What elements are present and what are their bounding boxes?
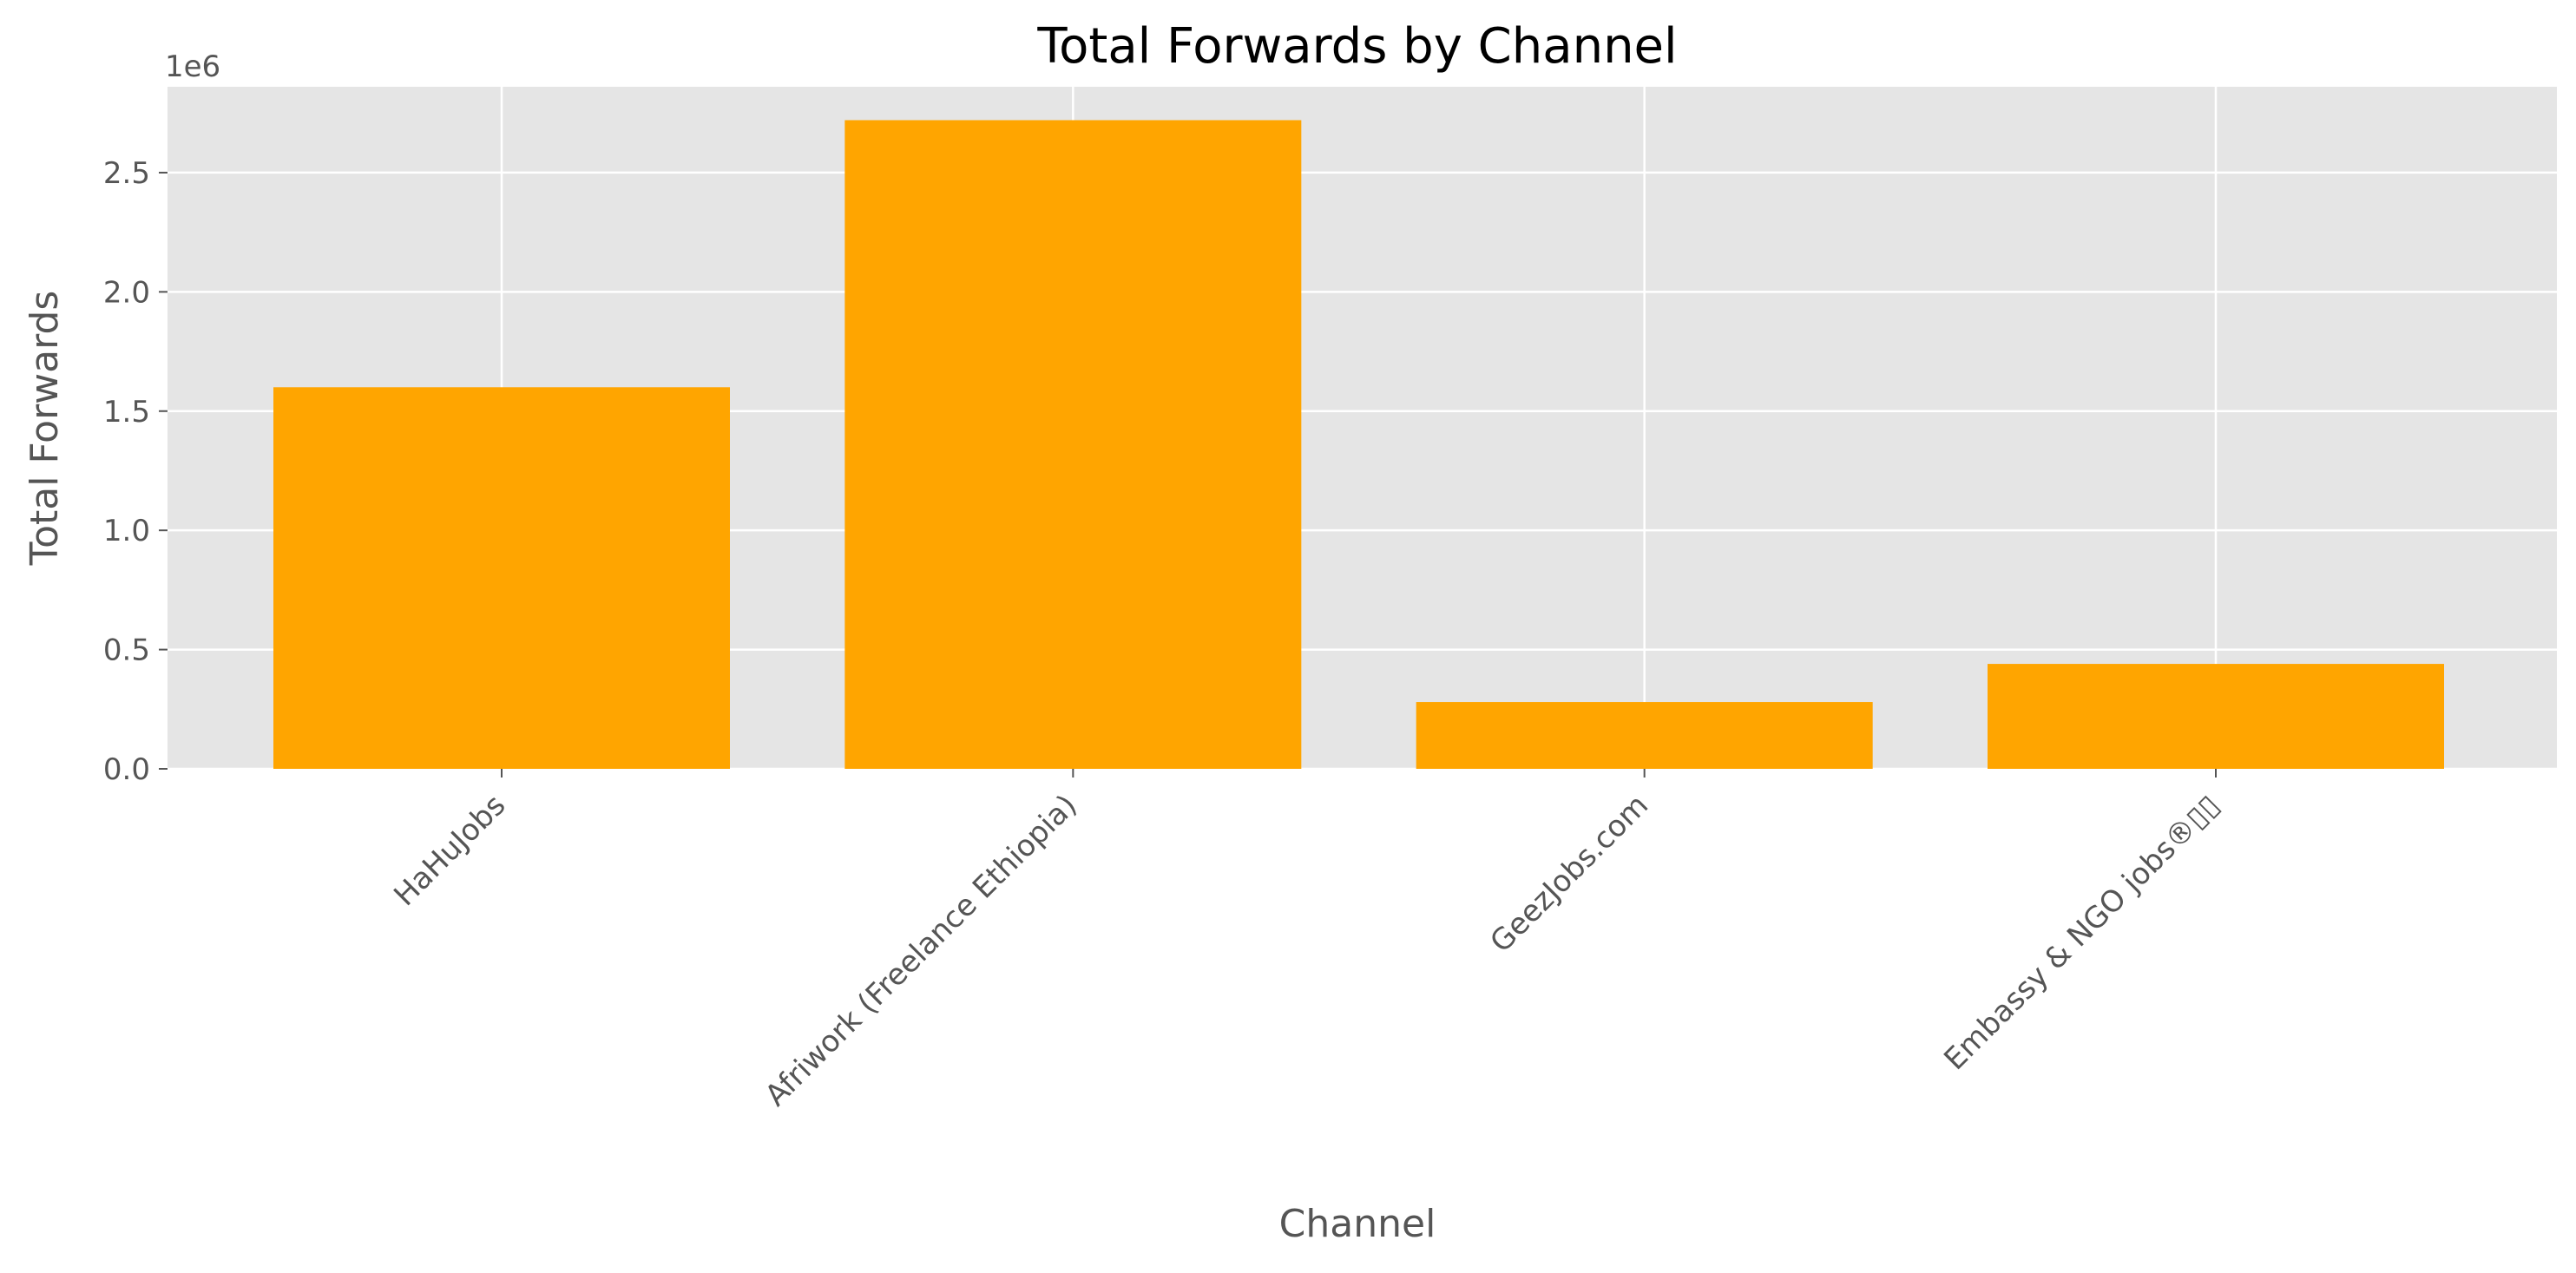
y-tick-label: 0.0 xyxy=(103,752,150,787)
bars xyxy=(273,120,2444,769)
x-tick-label: GeezJobs.com xyxy=(1483,788,1655,960)
bar xyxy=(844,120,1302,769)
x-tick-label: Afriwork (Freelance Ethiopia) xyxy=(759,788,1084,1113)
x-axis-title: Channel xyxy=(1279,1202,1436,1246)
bar xyxy=(1416,702,1873,769)
y-axis-offset-label: 1e6 xyxy=(165,49,220,84)
x-tick-label: HaHuJobs xyxy=(387,788,512,913)
y-tick-label: 2.0 xyxy=(103,275,150,310)
chart-title: Total Forwards by Channel xyxy=(1036,18,1677,75)
bar xyxy=(273,387,730,769)
x-tick-label: Embassy & NGO jobs®▯▯ xyxy=(1937,788,2226,1077)
y-tick-label: 0.5 xyxy=(103,633,150,668)
y-tick-label: 1.5 xyxy=(103,395,150,430)
y-tick-label: 1.0 xyxy=(103,514,150,548)
bar xyxy=(1988,664,2444,769)
y-tick-label: 2.5 xyxy=(103,156,150,191)
y-axis-title: Total Forwards xyxy=(23,291,67,567)
